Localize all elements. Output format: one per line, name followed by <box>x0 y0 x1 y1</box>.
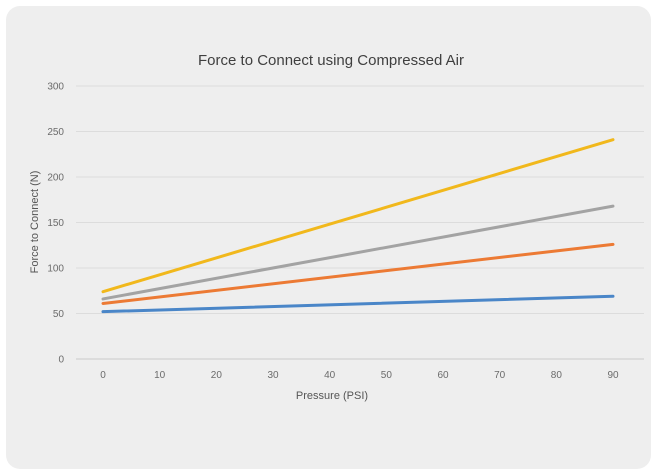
x-tick-label: 70 <box>494 370 506 381</box>
x-tick-label: 60 <box>437 370 449 381</box>
y-tick-label: 100 <box>47 264 64 275</box>
y-axis-ticks: 0 50 100 150 200 250 300 <box>47 82 64 366</box>
line-chart: Force to Connect using Compressed Air 0 5… <box>29 52 644 402</box>
y-tick-label: 300 <box>47 82 64 93</box>
x-axis-ticks: 0 10 20 30 40 50 60 70 80 90 <box>100 370 619 381</box>
x-tick-label: 30 <box>267 370 279 381</box>
series-line-4 <box>101 138 615 294</box>
chart-title: Force to Connect using Compressed Air <box>198 52 464 69</box>
y-tick-label: 50 <box>53 309 65 320</box>
series-line-1 <box>101 294 615 314</box>
y-tick-label: 150 <box>47 218 64 229</box>
series-lines <box>101 138 615 314</box>
y-tick-label: 200 <box>47 173 64 184</box>
series-line-3 <box>101 204 615 301</box>
x-tick-label: 20 <box>211 370 223 381</box>
x-tick-label: 10 <box>154 370 166 381</box>
x-axis-title: Pressure (PSI) <box>296 390 368 402</box>
y-axis-title: Force to Connect (N) <box>29 171 41 274</box>
series-line-2 <box>101 242 615 305</box>
gridlines <box>76 85 644 360</box>
y-tick-label: 0 <box>58 355 64 366</box>
x-tick-label: 40 <box>324 370 336 381</box>
chart-card: Force to Connect using Compressed Air 0 5… <box>6 6 651 469</box>
x-tick-label: 50 <box>381 370 393 381</box>
x-tick-label: 0 <box>100 370 106 381</box>
x-tick-label: 90 <box>607 370 619 381</box>
y-tick-label: 250 <box>47 127 64 138</box>
x-tick-label: 80 <box>551 370 563 381</box>
